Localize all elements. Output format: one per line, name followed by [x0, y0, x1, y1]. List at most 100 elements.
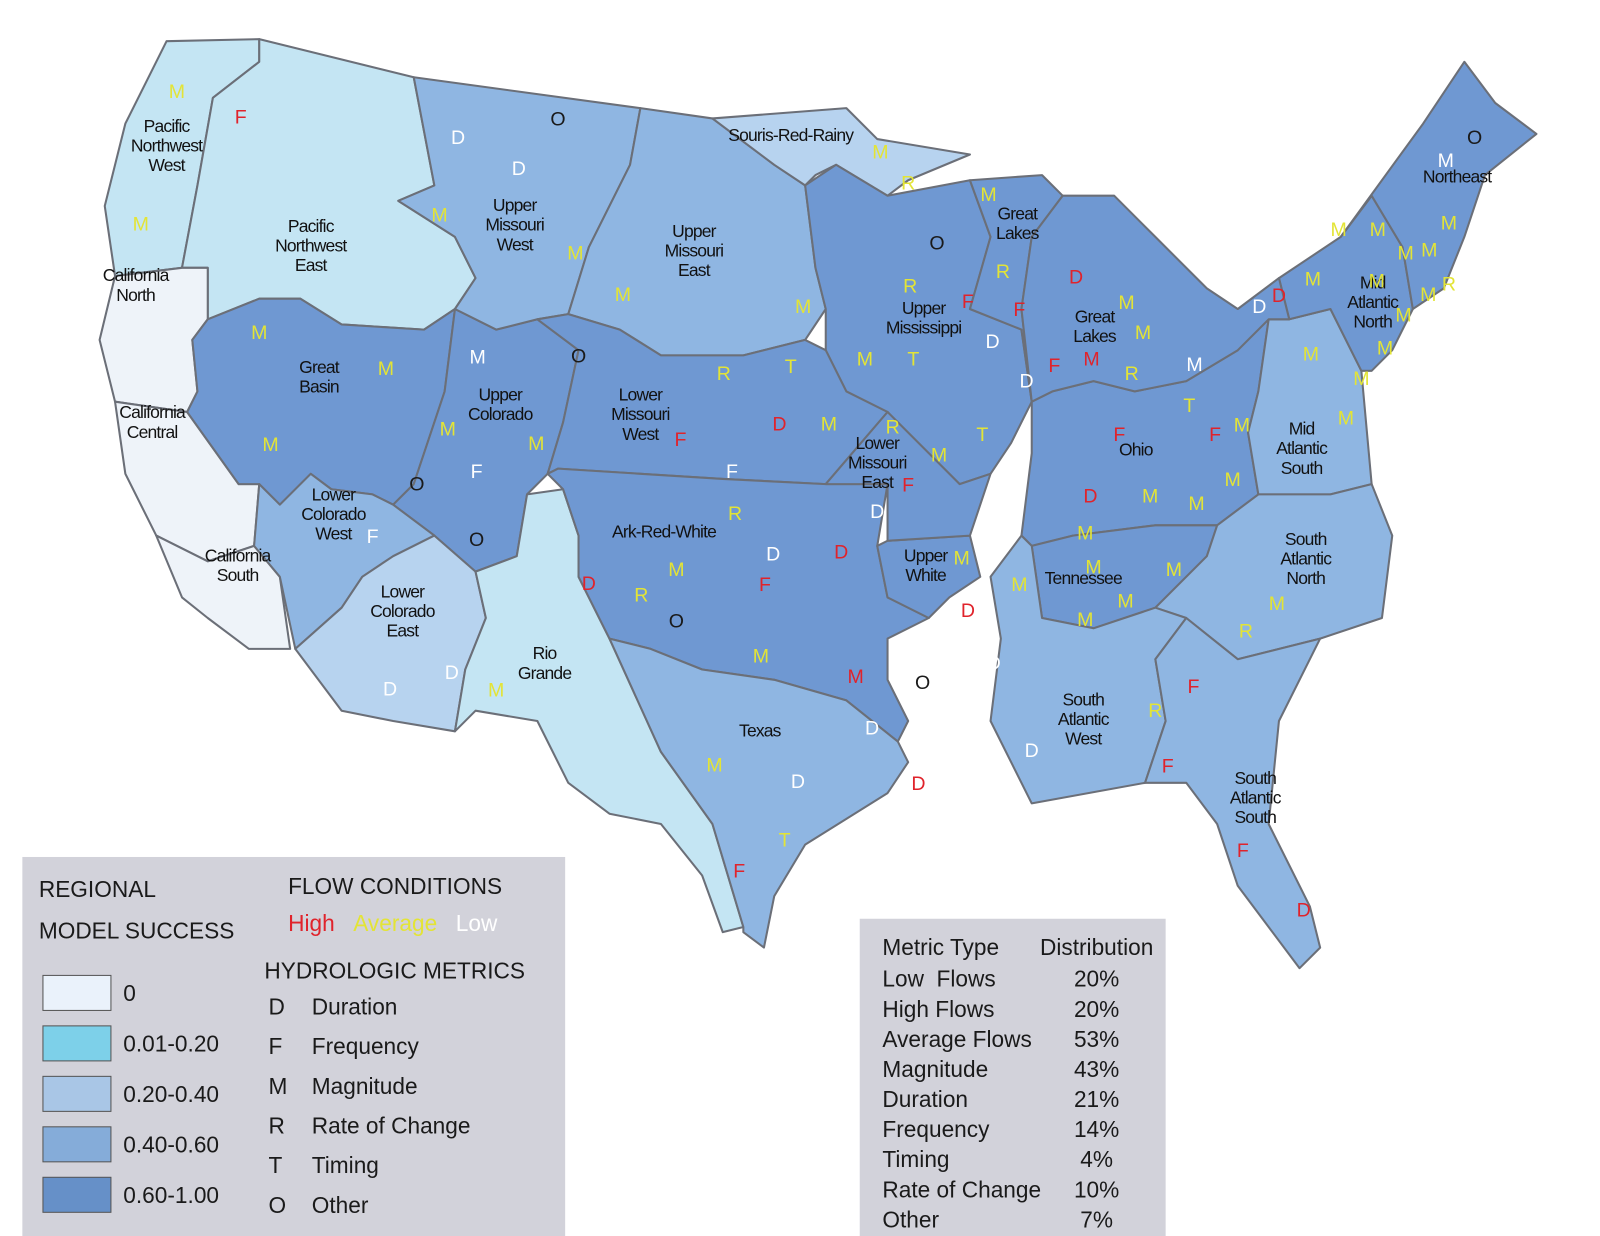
region-shape [1144, 616, 1322, 970]
metric-marker: M [1303, 344, 1319, 366]
regions [98, 38, 1538, 970]
region-label: Texas [739, 720, 782, 740]
metric-marker: M [262, 434, 278, 456]
metric-marker: R [1239, 621, 1253, 643]
region-label: East [295, 255, 328, 275]
metric-code: F [269, 1033, 283, 1059]
table-cell: Magnitude [882, 1056, 988, 1082]
table-header: Metric Type [882, 934, 999, 960]
metric-marker: O [915, 672, 930, 694]
metric-code: O [269, 1192, 287, 1218]
metric-marker: T [976, 424, 988, 446]
region-label: Colorado [468, 404, 533, 424]
metric-marker: M [1395, 304, 1411, 326]
region-label: Basin [299, 376, 339, 396]
table-cell: Average Flows [882, 1026, 1031, 1052]
metric-marker: F [1048, 355, 1060, 377]
metric-marker: O [929, 232, 944, 254]
region-label: Northwest [275, 235, 347, 255]
table-cell: 10% [1074, 1176, 1119, 1202]
metric-name: Duration [312, 994, 398, 1020]
table-cell: High Flows [882, 996, 994, 1022]
metric-marker: M [847, 666, 863, 688]
metric-marker: F [726, 461, 738, 483]
table-cell: Rate of Change [882, 1176, 1041, 1202]
metric-marker: R [901, 173, 915, 195]
region-label: Atlantic [1347, 292, 1399, 312]
metric-marker: R [1442, 273, 1456, 295]
metric-marker: D [766, 543, 780, 565]
region-label: South [1285, 529, 1327, 549]
table-header: Distribution [1040, 934, 1153, 960]
metric-marker: D [451, 127, 465, 149]
metric-marker: M [440, 419, 456, 441]
metric-marker: M [872, 142, 888, 164]
legend-swatch [42, 1176, 112, 1213]
region-label: Upper [478, 385, 523, 405]
region-label: Upper [904, 545, 949, 565]
metric-marker: F [733, 861, 745, 883]
metric-marker: D [772, 414, 786, 436]
region-shape [1020, 194, 1291, 403]
metric-marker: M [931, 444, 947, 466]
region-shape [876, 534, 982, 620]
region-label: Atlantic [1058, 709, 1110, 729]
metric-marker: M [753, 645, 769, 667]
metric-marker: M [615, 284, 631, 306]
metric-marker: F [675, 429, 687, 451]
metric-marker: R [1125, 363, 1139, 385]
metric-marker: R [634, 585, 648, 607]
metric-marker: D [911, 773, 925, 795]
metric-marker: F [1013, 299, 1025, 321]
legend-title: MODEL SUCCESS [39, 917, 235, 943]
metric-marker: F [471, 461, 483, 483]
metric-code: M [269, 1073, 288, 1099]
metric-marker: T [1183, 395, 1195, 417]
region-label: Upper [902, 298, 947, 318]
metric-marker: D [383, 678, 397, 700]
legend-label: 0.20-0.40 [123, 1081, 219, 1107]
metric-code: D [269, 994, 285, 1020]
metric-marker: D [1083, 486, 1097, 508]
region-label: Upper [672, 221, 717, 241]
legend-swatch [42, 1126, 112, 1163]
legend-label: 0.40-0.60 [123, 1132, 219, 1158]
metric-marker: T [785, 356, 797, 378]
metric-marker: D [1297, 900, 1311, 922]
metric-marker: D [1272, 285, 1286, 307]
region-label: Missouri [848, 453, 907, 473]
region-label: South [1234, 768, 1276, 788]
metric-marker: T [907, 349, 919, 371]
region-label: Mid [1289, 419, 1315, 439]
region-label: South [1062, 690, 1104, 710]
region-shape [608, 637, 910, 949]
region-label: Lower [381, 581, 426, 601]
metric-marker: O [469, 529, 484, 551]
region-label: Lower [855, 433, 900, 453]
legend-swatch [42, 1025, 112, 1062]
metric-marker: M [1397, 243, 1413, 265]
metric-marker: M [1421, 239, 1437, 261]
metric-marker: D [512, 158, 526, 180]
table-cell: 21% [1074, 1086, 1119, 1112]
region-label: North [1353, 312, 1392, 332]
region-label: California [103, 265, 170, 285]
region-label: Lakes [1073, 326, 1117, 346]
flow-title: FLOW CONDITIONS [288, 873, 502, 899]
metric-marker: D [986, 331, 1000, 353]
metric-marker: D [582, 573, 596, 595]
metric-marker: F [367, 526, 379, 548]
metric-marker: M [1269, 593, 1285, 615]
region-label: Northwest [131, 135, 203, 155]
table-cell: 7% [1080, 1206, 1113, 1232]
region-label: Grande [518, 663, 572, 683]
region-label: White [905, 565, 946, 585]
metric-marker: M [528, 433, 544, 455]
metric-name: Magnitude [312, 1073, 418, 1099]
region-label: North [116, 285, 155, 305]
metric-marker: F [759, 574, 771, 596]
metric-marker: F [1237, 840, 1249, 862]
region-label: South [1234, 807, 1276, 827]
metric-marker: F [1162, 756, 1174, 778]
